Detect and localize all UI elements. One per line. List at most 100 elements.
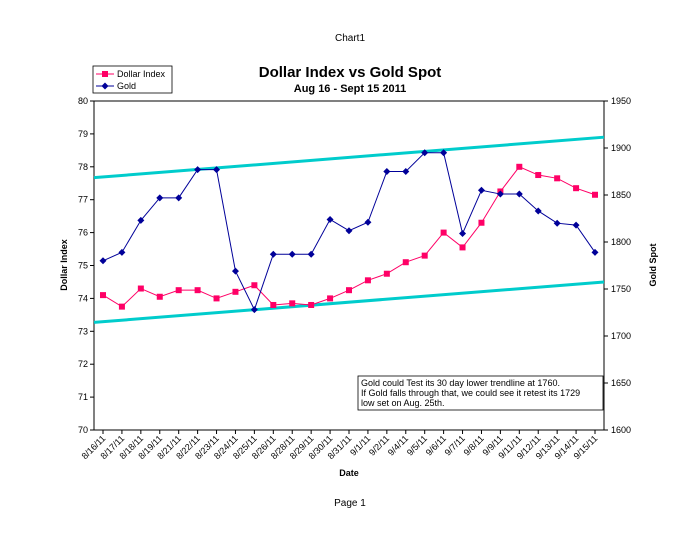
trendline — [93, 280, 605, 324]
legend-label-gold: Gold — [117, 81, 136, 91]
data-point-gold — [194, 166, 202, 174]
y-tick-label: 76 — [78, 228, 88, 238]
y2-tick-label: 1700 — [611, 331, 631, 341]
data-point-dollar-index — [459, 244, 466, 251]
data-point-gold — [515, 190, 523, 198]
x-tick-label: 9/7/11 — [443, 433, 467, 457]
x-axis-title: Date — [339, 468, 359, 478]
chart-subtitle: Aug 16 - Sept 15 2011 — [294, 83, 407, 95]
data-point-gold — [440, 149, 448, 157]
data-point-gold — [477, 186, 485, 194]
data-point-dollar-index — [383, 270, 390, 277]
y-tick-label: 75 — [78, 261, 88, 271]
data-point-dollar-index — [213, 295, 220, 302]
y-tick-label: 77 — [78, 195, 88, 205]
x-tick-label: 9/6/11 — [424, 433, 448, 457]
annotation-line-3: low set on Aug. 25th. — [361, 398, 445, 408]
data-point-gold — [459, 230, 467, 238]
x-tick-label: 9/8/11 — [462, 433, 486, 457]
data-point-dollar-index — [232, 288, 239, 295]
legend-label-dollar-index: Dollar Index — [117, 69, 166, 79]
plot-area — [93, 100, 605, 431]
data-point-gold — [534, 207, 542, 215]
data-point-dollar-index — [592, 191, 598, 198]
data-point-gold — [307, 250, 315, 258]
legend-marker-dollar-index — [102, 71, 108, 77]
data-point-dollar-index — [478, 219, 485, 226]
page-footer: Page 1 — [334, 498, 366, 509]
legend-box — [92, 65, 173, 94]
trendlines — [93, 135, 605, 324]
data-point-gold — [288, 250, 296, 258]
data-point-dollar-index — [308, 301, 315, 308]
data-point-dollar-index — [175, 287, 182, 294]
data-point-gold — [364, 218, 372, 226]
data-point-dollar-index — [554, 175, 561, 182]
data-point-gold — [345, 227, 353, 235]
y-tick-label: 70 — [78, 425, 88, 435]
data-point-gold — [421, 149, 429, 157]
data-point-gold — [383, 168, 391, 175]
y-tick-label: 72 — [78, 359, 88, 369]
y-tick-label: 73 — [78, 326, 88, 336]
data-point-dollar-index — [327, 295, 334, 302]
data-point-gold — [591, 248, 599, 256]
data-point-dollar-index — [440, 229, 447, 236]
y2-tick-label: 1950 — [611, 96, 631, 106]
data-point-gold — [496, 190, 504, 198]
y2-tick-label: 1900 — [611, 143, 631, 153]
x-tick-label: 9/1/11 — [348, 433, 372, 457]
annotation: Gold could Test its 30 day lower trendli… — [357, 375, 604, 411]
chart-title: Dollar Index vs Gold Spot — [259, 64, 442, 81]
data-point-gold — [175, 194, 183, 202]
x-tick-label: 9/5/11 — [405, 433, 429, 457]
data-point-dollar-index — [100, 292, 106, 299]
y-tick-label: 80 — [78, 96, 88, 106]
y2-tick-label: 1650 — [611, 378, 631, 388]
y-tick-label: 71 — [78, 392, 88, 402]
data-point-gold — [402, 168, 410, 175]
data-point-gold — [99, 257, 107, 265]
data-point-dollar-index — [402, 259, 409, 266]
data-point-dollar-index — [156, 293, 163, 300]
trendline — [93, 135, 605, 180]
legend-marker-gold — [101, 82, 109, 90]
annotation-box — [357, 375, 604, 411]
y2-tick-label: 1800 — [611, 237, 631, 247]
data-point-dollar-index — [270, 301, 277, 308]
data-point-dollar-index — [289, 300, 296, 307]
y2-tick-label: 1600 — [611, 425, 631, 435]
data-point-dollar-index — [573, 185, 580, 192]
plot-frame — [93, 100, 605, 431]
y-tick-label: 79 — [78, 129, 88, 139]
y-tick-label: 74 — [78, 293, 88, 303]
page-header: Chart1 — [334, 33, 365, 44]
legend: Dollar Index Gold — [92, 65, 173, 94]
data-point-gold — [213, 166, 221, 174]
data-point-gold — [269, 250, 277, 258]
data-point-dollar-index — [364, 277, 371, 284]
data-point-gold — [118, 248, 126, 256]
x-tick-label: 9/2/11 — [367, 433, 391, 457]
data-point-gold — [250, 306, 258, 314]
y2-tick-label: 1850 — [611, 190, 631, 200]
annotation-line-2: If Gold falls through that, we could see… — [361, 388, 580, 398]
data-point-gold — [553, 219, 561, 227]
data-point-gold — [156, 194, 164, 202]
data-point-dollar-index — [251, 282, 258, 289]
annotation-line-1: Gold could Test its 30 day lower trendli… — [361, 378, 560, 388]
y2-axis-title: Gold Spot — [648, 244, 658, 287]
y-tick-label: 78 — [78, 162, 88, 172]
y-axis-title: Dollar Index — [59, 239, 69, 291]
data-point-dollar-index — [516, 163, 523, 170]
data-point-gold — [572, 221, 580, 229]
data-point-dollar-index — [137, 285, 144, 292]
data-point-gold — [326, 215, 334, 223]
data-point-dollar-index — [194, 287, 201, 294]
data-point-dollar-index — [118, 303, 125, 310]
y2-tick-label: 1750 — [611, 284, 631, 294]
x-tick-label: 9/4/11 — [386, 433, 410, 457]
data-point-gold — [137, 216, 145, 224]
data-point-dollar-index — [346, 287, 352, 294]
